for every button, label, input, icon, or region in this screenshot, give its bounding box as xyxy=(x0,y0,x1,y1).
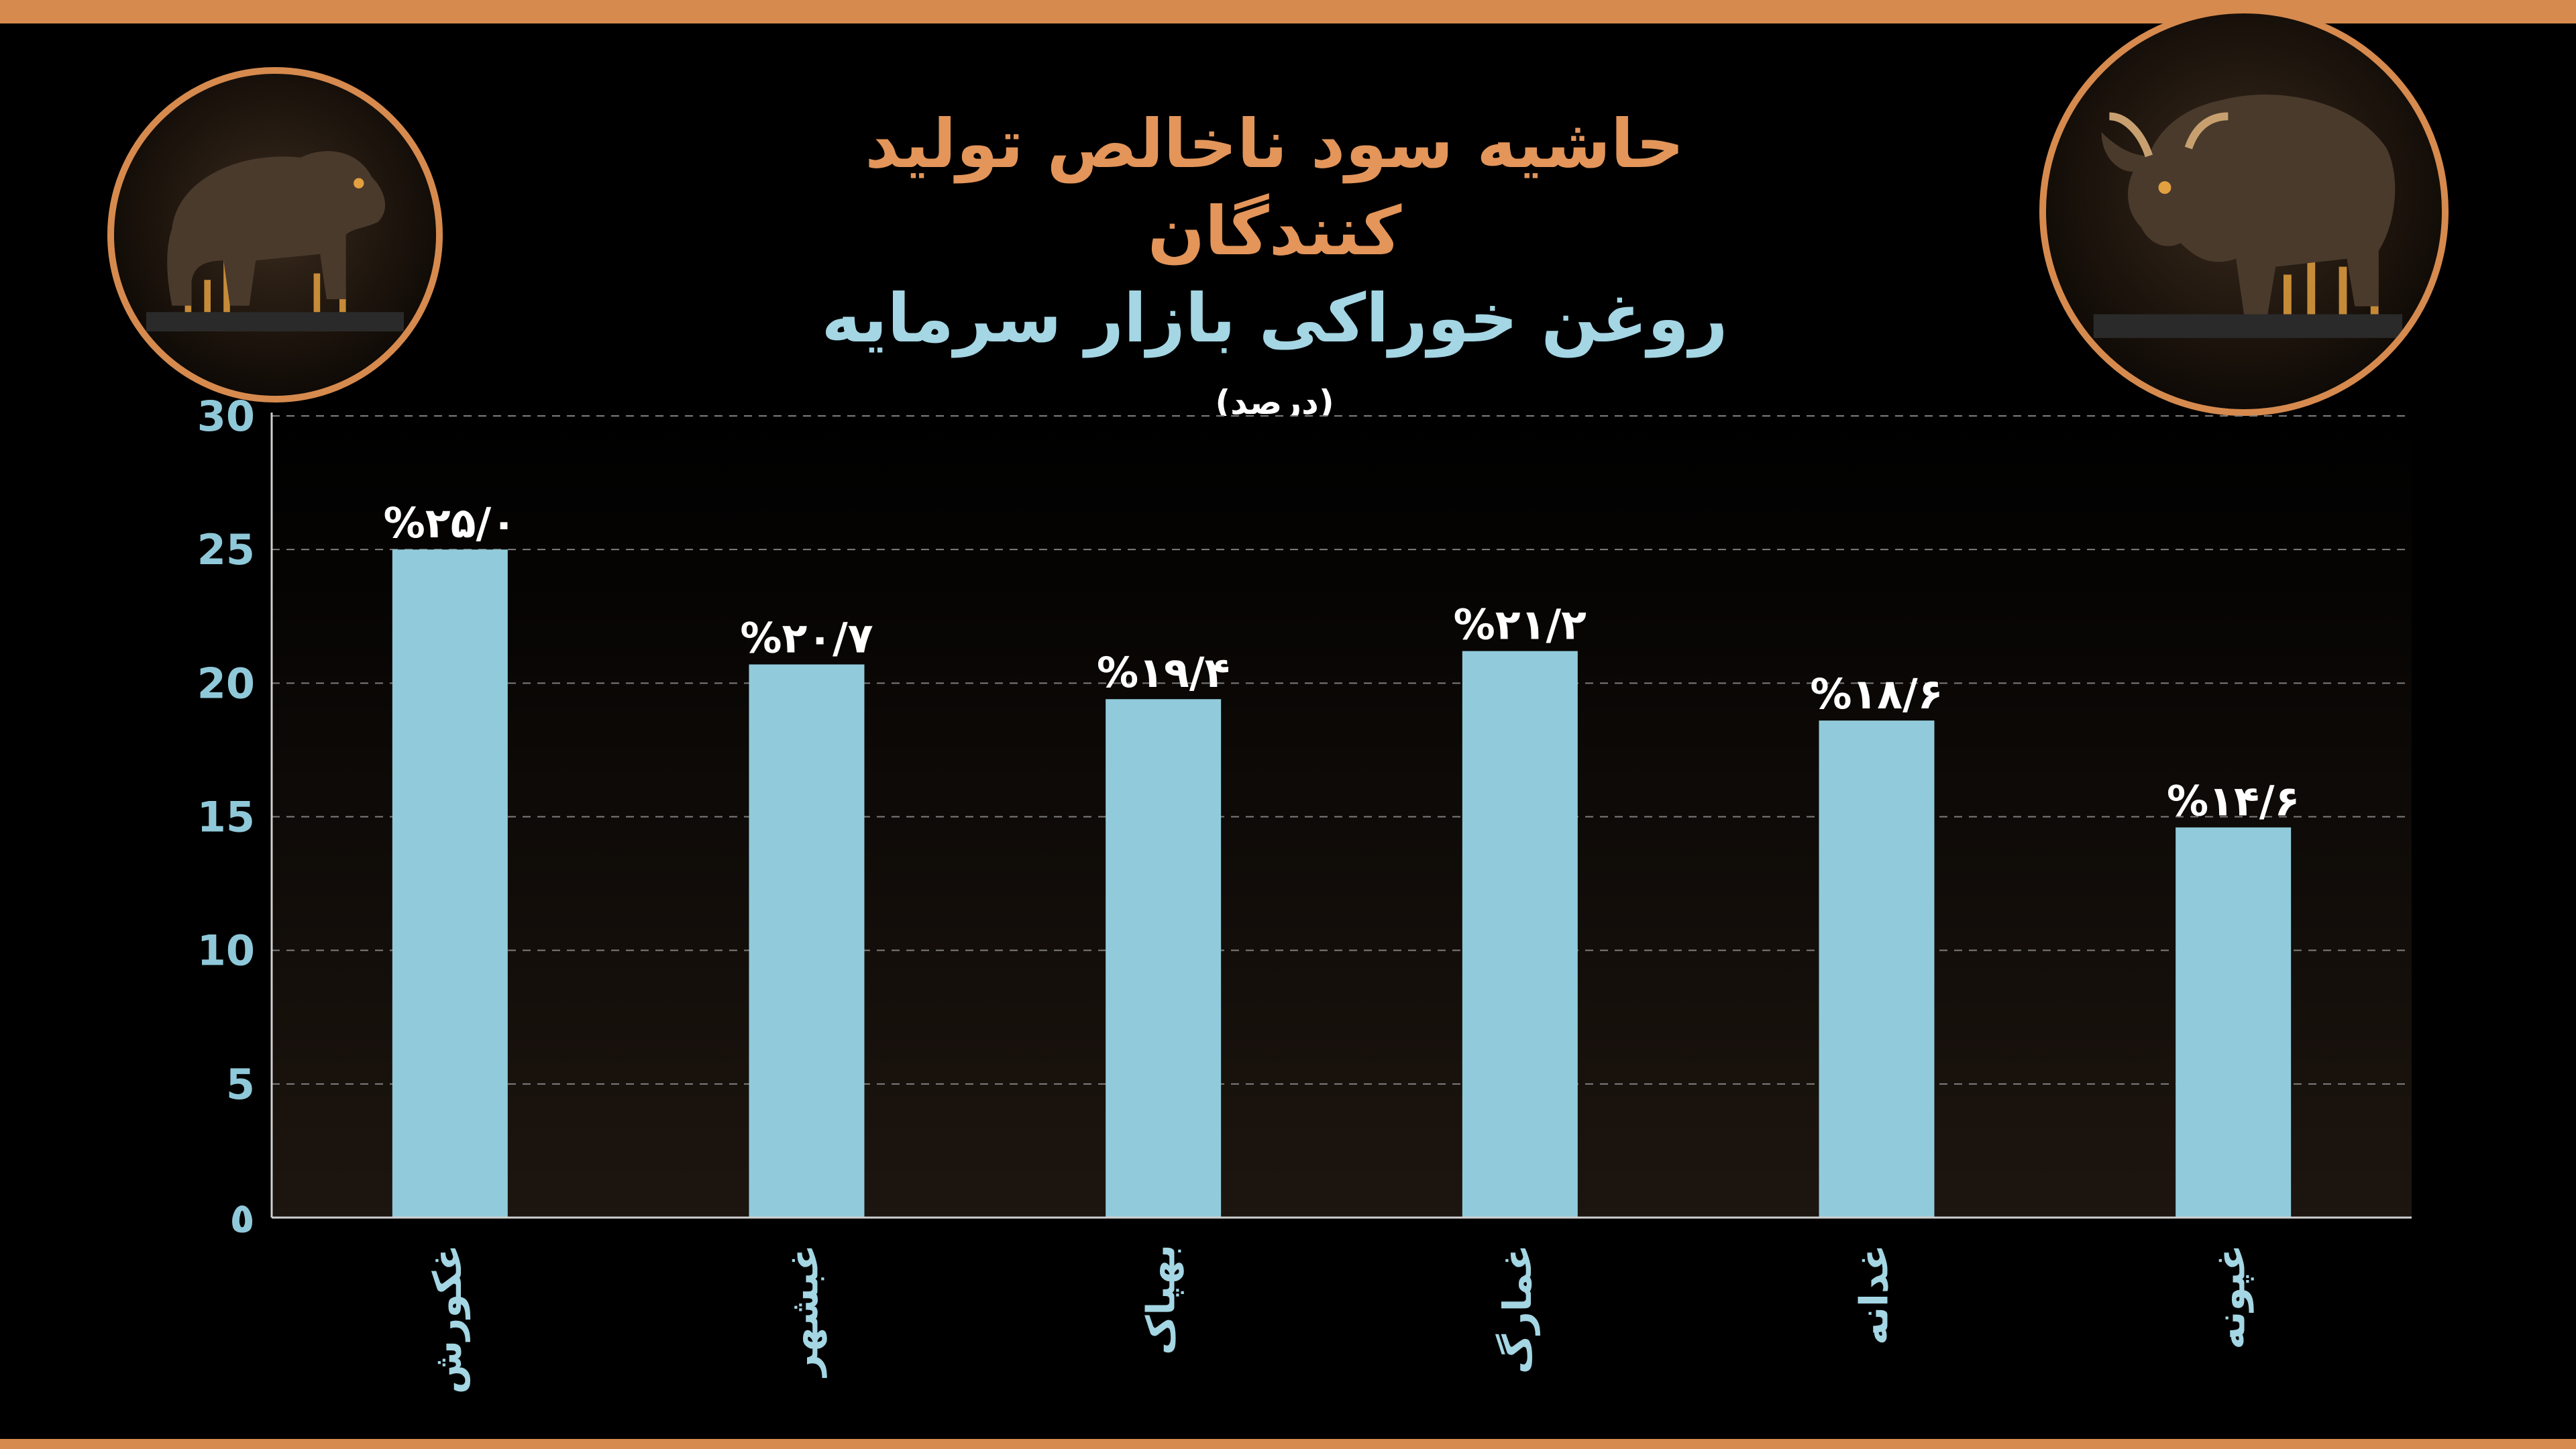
bar xyxy=(392,549,508,1218)
data-label: %۱۴/۶ xyxy=(2167,776,2300,825)
x-tick-label: غپونه xyxy=(2208,1244,2254,1350)
data-label: %۱۸/۶ xyxy=(1810,669,1943,718)
bar xyxy=(749,664,865,1218)
y-tick-label: 10 xyxy=(197,926,255,975)
x-tick-label: غمارگ xyxy=(1495,1244,1540,1374)
data-label: %۲۰/۷ xyxy=(740,613,873,662)
bar xyxy=(2176,827,2292,1218)
x-tick-label: غبشهر xyxy=(782,1244,828,1379)
bar xyxy=(1819,720,1935,1218)
data-label: %۱۹/۴ xyxy=(1097,648,1230,697)
bull-icon xyxy=(2039,7,2449,416)
bar xyxy=(1462,651,1578,1218)
chart-title-block: حاشیه سود ناخالص تولید کنندگان روغن خورا… xyxy=(738,101,1811,429)
y-tick-label: 5 xyxy=(226,1060,255,1109)
x-tick-label: غدانه xyxy=(1851,1244,1897,1345)
y-tick-label: 15 xyxy=(197,793,255,842)
chart-subtitle: روغن خوراکی بازار سرمایه xyxy=(821,279,1728,358)
y-tick-label: 30 xyxy=(197,392,255,441)
bear-icon xyxy=(107,67,443,402)
y-tick-label: ٥ xyxy=(229,1193,255,1242)
bottom-accent-bar xyxy=(0,1439,2576,1449)
data-label: %۲۱/۲ xyxy=(1454,600,1587,649)
x-tick-label: غکورش xyxy=(425,1244,471,1394)
chart-title: حاشیه سود ناخالص تولید کنندگان xyxy=(865,105,1684,270)
data-label: %۲۵/۰ xyxy=(384,498,517,547)
top-accent-bar xyxy=(0,0,2576,23)
bar xyxy=(1106,699,1222,1218)
y-tick-label: 25 xyxy=(197,525,255,574)
x-tick-label: بهپاک xyxy=(1138,1244,1184,1355)
y-tick-label: 20 xyxy=(197,659,255,708)
